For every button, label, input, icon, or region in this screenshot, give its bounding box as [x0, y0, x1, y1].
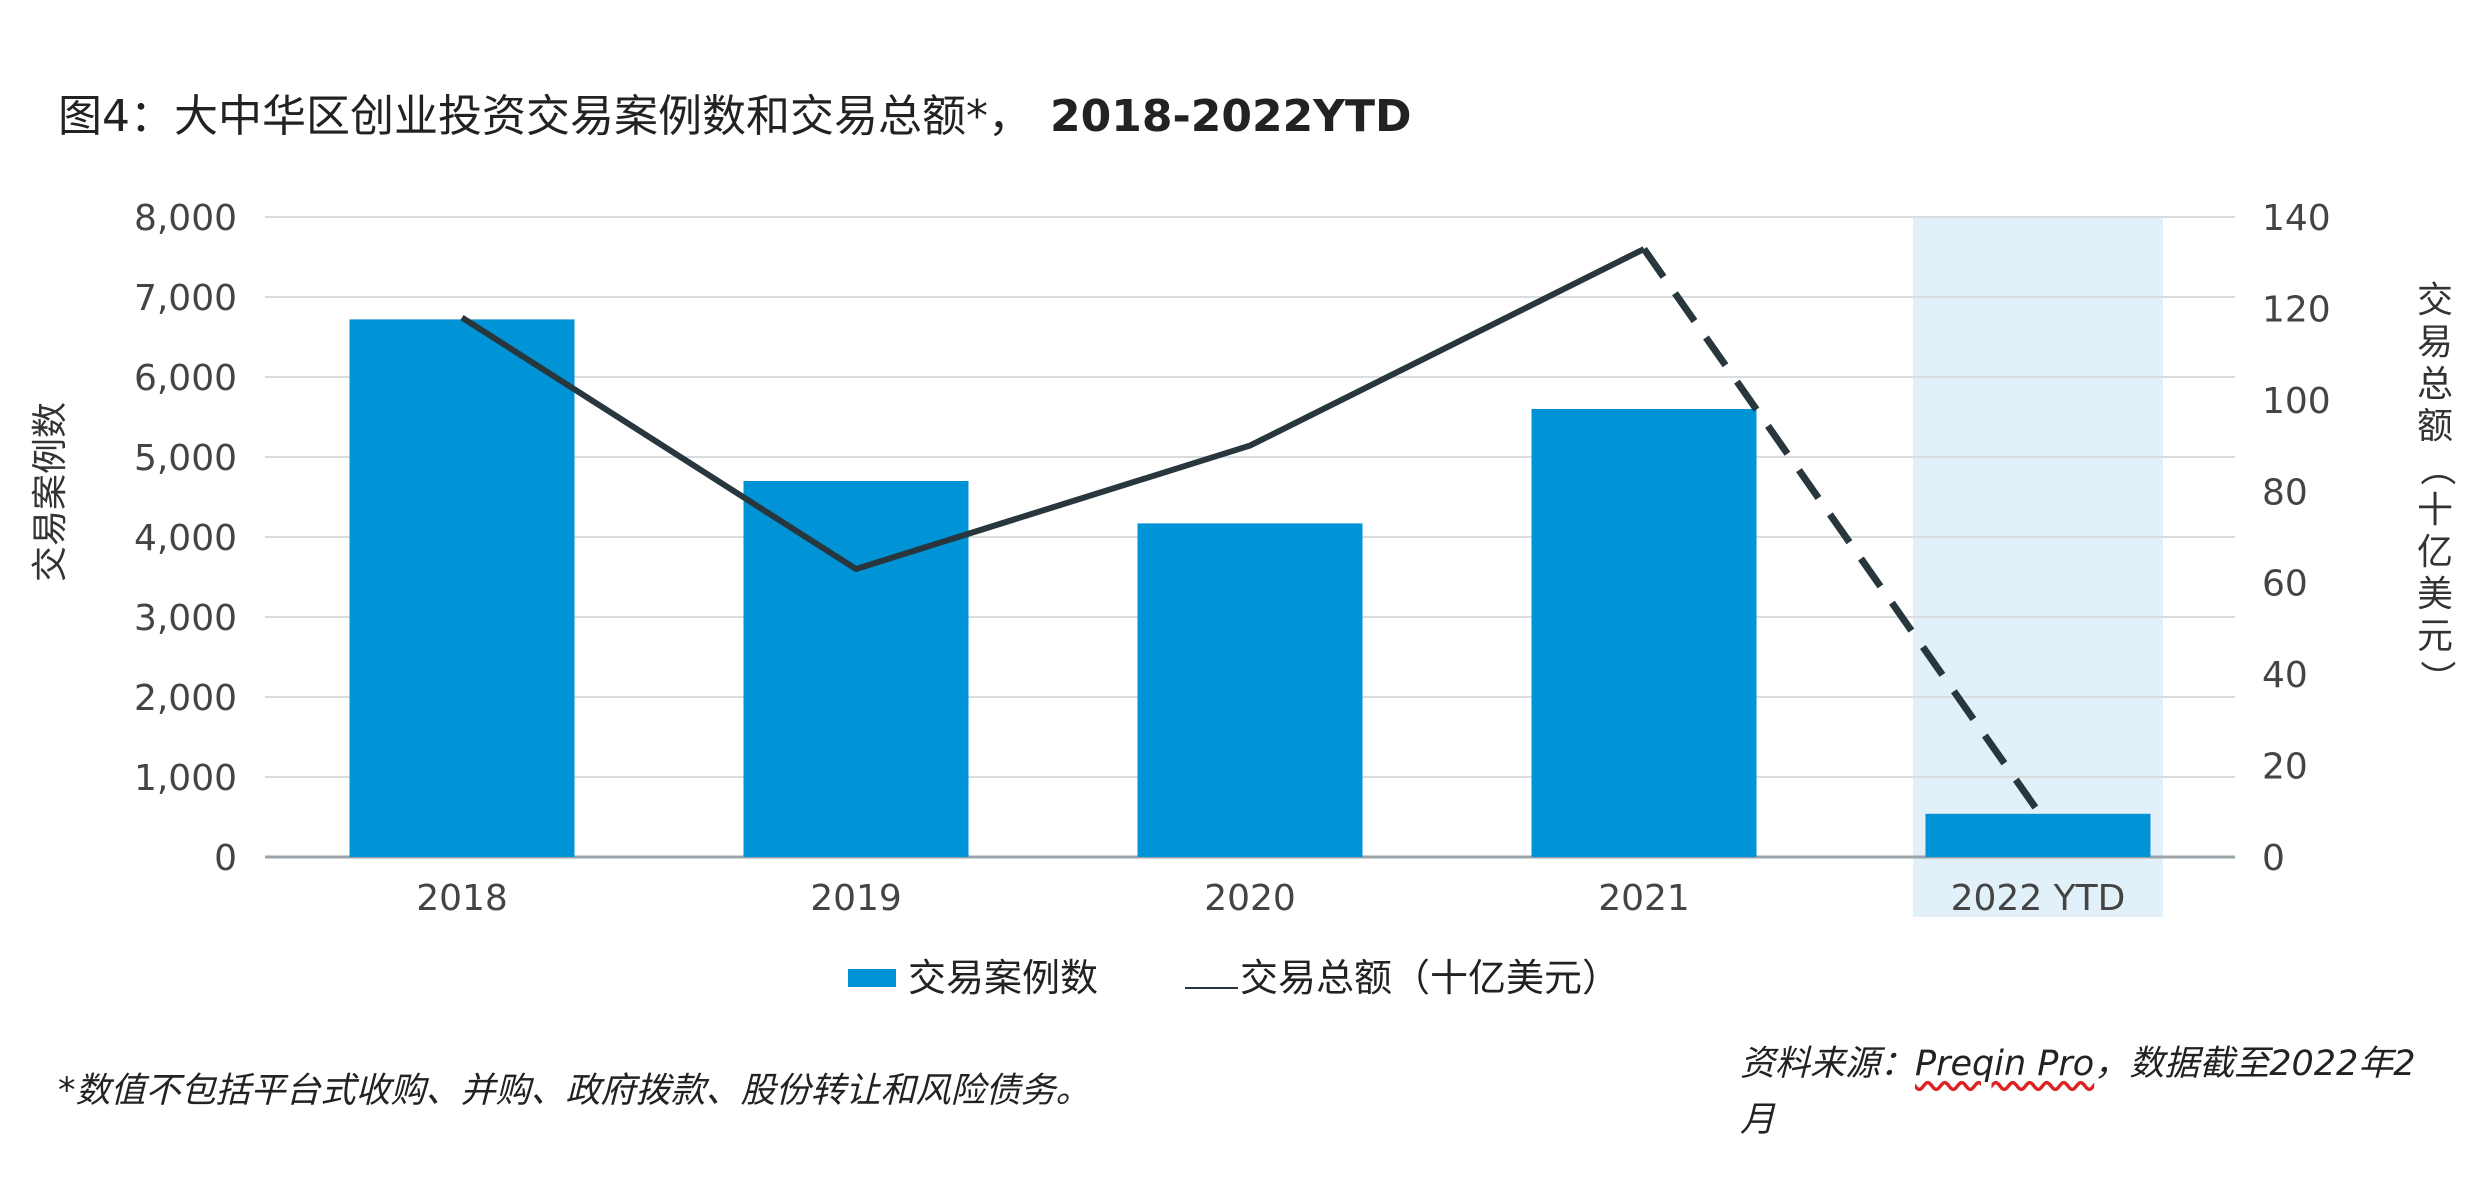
x-tick-label: 2020: [1204, 878, 1296, 919]
left-tick-label: 5,000: [134, 438, 237, 479]
source-rest: ，数据截至2022年2月: [1740, 1044, 2416, 1140]
left-tick-label: 7,000: [134, 278, 237, 319]
legend-bar-swatch: [848, 969, 896, 987]
chart: 0 1,000 2,000 3,000 4,000 5,000 6,000 7,000 8,00…: [30, 198, 2457, 1000]
x-axis-ticks: 2018 2019 2020 2021 2022 YTD: [416, 878, 2125, 919]
right-axis-label-char: 总: [2417, 364, 2453, 405]
line-series: [460, 246, 2041, 814]
bar: [1925, 813, 2151, 857]
right-axis-label-char: 易: [2417, 322, 2453, 363]
right-axis-label-char: 美: [2417, 574, 2453, 615]
left-tick-label: 4,000: [134, 518, 237, 559]
legend-bar-label: 交易案例数: [908, 956, 1098, 1000]
right-axis-label-char: 交: [2417, 280, 2453, 321]
right-axis-label-char: （: [2416, 450, 2457, 486]
bar: [743, 481, 969, 857]
left-tick-label: 1,000: [134, 758, 237, 799]
x-tick-label: 2019: [810, 878, 902, 919]
footnote: *数值不包括平台式收购、并购、政府拨款、股份转让和风险债务。: [58, 1071, 1091, 1111]
right-tick-label: 20: [2262, 747, 2308, 788]
left-tick-label: 8,000: [134, 198, 237, 239]
right-axis-label: 交易总额（ 十亿美元）: [2416, 280, 2457, 696]
right-tick-label: 140: [2262, 198, 2331, 239]
left-axis-label: 交易案例数: [30, 402, 71, 582]
right-tick-label: 100: [2262, 381, 2331, 422]
right-axis-label-char: 额: [2417, 406, 2453, 447]
chart-title-text: 图4：大中华区创业投资交易案例数和交易总额*，: [58, 91, 1032, 142]
right-axis-label-char: 元: [2417, 616, 2453, 657]
chart-title-years: 2018-2022YTD: [1050, 91, 1412, 142]
grid-lines: [265, 216, 2235, 859]
x-tick-label: 2018: [416, 878, 508, 919]
bar: [1137, 523, 1363, 857]
x-tick-label: 2022 YTD: [1951, 878, 2126, 919]
chart-title: 图4：大中华区创业投资交易案例数和交易总额*， 2018-2022YTD: [58, 80, 1412, 144]
left-axis-ticks: 0 1,000 2,000 3,000 4,000 5,000 6,000 7,000 8,00…: [134, 198, 237, 879]
bar: [1531, 409, 1757, 857]
x-tick-label: 2021: [1598, 878, 1690, 919]
left-tick-label: 6,000: [134, 358, 237, 399]
right-tick-label: 80: [2262, 472, 2308, 513]
right-axis-ticks: 0 20 40 60 80 100 120 140: [2262, 198, 2331, 879]
legend-line-label: 交易总额（十亿美元）: [1240, 956, 1620, 1000]
bar: [349, 319, 575, 857]
left-tick-label: 2,000: [134, 678, 237, 719]
right-axis-label-char: 十: [2417, 490, 2453, 531]
source-note: 资料来源：Preqin Pro，数据截至2022年2月: [1740, 1036, 2430, 1148]
right-tick-label: 0: [2262, 838, 2285, 879]
right-tick-label: 60: [2262, 564, 2308, 605]
left-tick-label: 0: [214, 838, 237, 879]
left-tick-label: 3,000: [134, 598, 237, 639]
right-axis-label-char: 亿: [2417, 532, 2453, 573]
ytd-highlight-band: [1913, 217, 2163, 917]
right-tick-label: 40: [2262, 655, 2308, 696]
legend: 交易案例数 交易总额（十亿美元）: [848, 956, 1620, 1000]
line-solid-segment: [460, 246, 1646, 572]
line-dashed-segment: [1641, 246, 2041, 814]
source-name: Preqin Pro: [1915, 1044, 2095, 1084]
right-tick-label: 120: [2262, 289, 2331, 330]
right-axis-label-char: ）: [2416, 660, 2457, 696]
source-label: 资料来源：: [1740, 1044, 1916, 1084]
